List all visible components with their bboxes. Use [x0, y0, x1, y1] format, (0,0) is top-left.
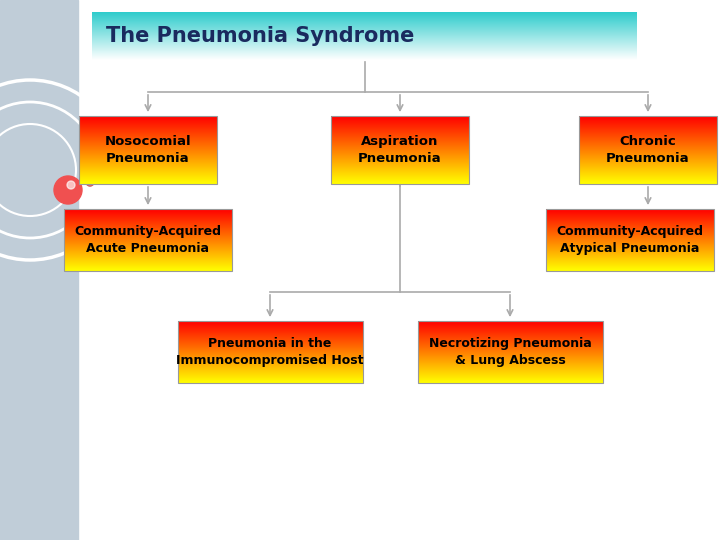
- Text: Aspiration
Pneumonia: Aspiration Pneumonia: [358, 135, 442, 165]
- Bar: [0, 0, 78, 540]
- Circle shape: [67, 181, 75, 189]
- Text: Community-Acquired
Atypical Pneumonia: Community-Acquired Atypical Pneumonia: [557, 225, 703, 255]
- Bar: [64, 209, 232, 271]
- Text: Chronic
Pneumonia: Chronic Pneumonia: [606, 135, 690, 165]
- Text: The Pneumonia Syndrome: The Pneumonia Syndrome: [106, 26, 415, 46]
- Circle shape: [86, 178, 94, 186]
- Bar: [178, 321, 362, 383]
- Bar: [546, 209, 714, 271]
- Bar: [579, 116, 717, 184]
- Bar: [418, 321, 603, 383]
- Text: Pneumonia in the
Immunocompromised Host: Pneumonia in the Immunocompromised Host: [176, 337, 364, 367]
- Text: Necrotizing Pneumonia
& Lung Abscess: Necrotizing Pneumonia & Lung Abscess: [428, 337, 591, 367]
- Bar: [79, 116, 217, 184]
- Text: Community-Acquired
Acute Pneumonia: Community-Acquired Acute Pneumonia: [74, 225, 222, 255]
- Bar: [331, 116, 469, 184]
- Text: Nosocomial
Pneumonia: Nosocomial Pneumonia: [104, 135, 192, 165]
- Circle shape: [54, 176, 82, 204]
